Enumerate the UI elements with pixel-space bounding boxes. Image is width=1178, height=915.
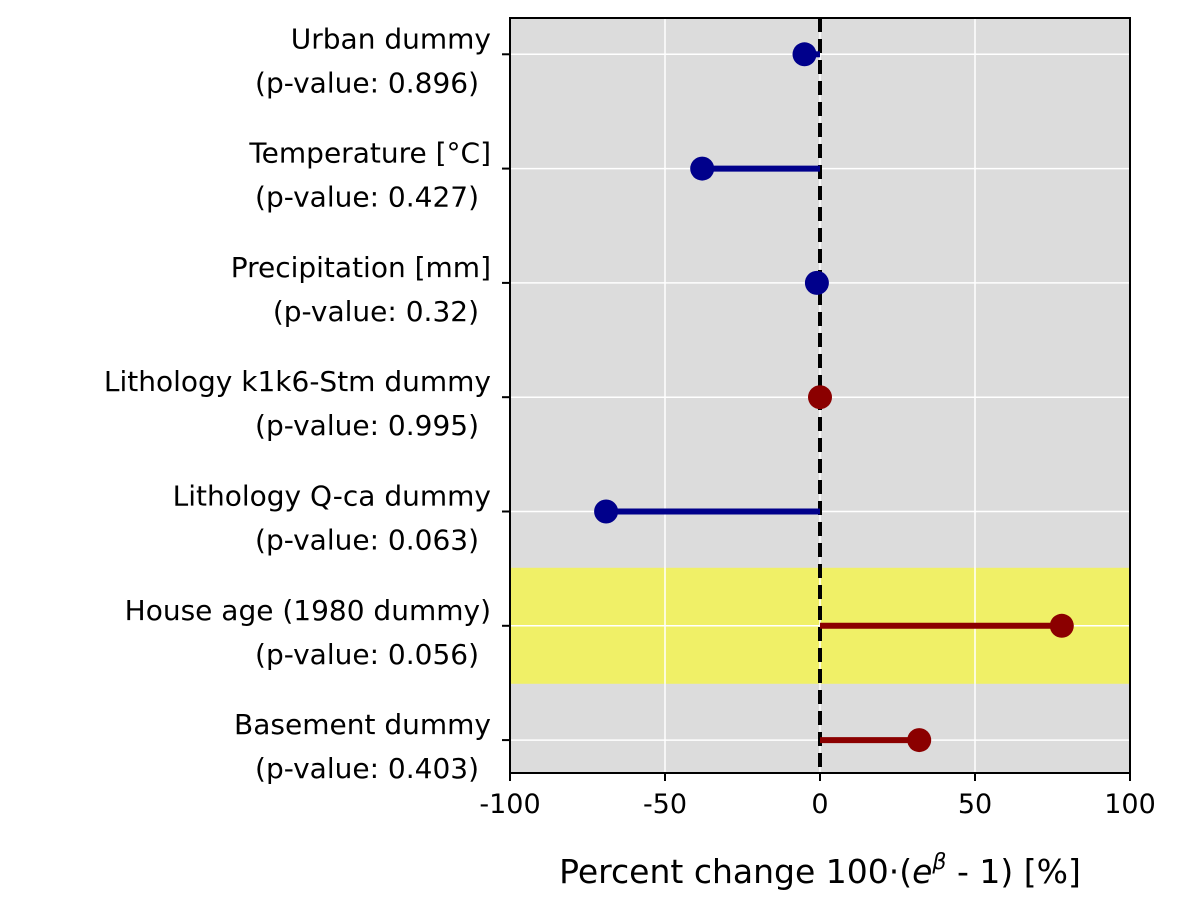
x-axis-title-exponent: β <box>931 850 946 875</box>
lollipop-point <box>808 385 832 410</box>
x-axis-title-suffix: - 1) [%] <box>946 852 1080 891</box>
lollipop-point <box>792 42 817 67</box>
category-pvalue-label: (p-value: 0.063) <box>255 523 479 556</box>
category-label: Lithology Q-ca dummy <box>173 479 491 512</box>
lollipop-point <box>907 728 932 753</box>
category-pvalue-label: (p-value: 0.995) <box>255 409 479 442</box>
category-pvalue-label: (p-value: 0.427) <box>255 181 479 214</box>
lollipop-point <box>594 499 619 524</box>
category-pvalue-label: (p-value: 0.056) <box>255 638 479 671</box>
lollipop-point <box>804 270 829 295</box>
category-label: House age (1980 dummy) <box>125 594 491 627</box>
category-pvalue-label: (p-value: 0.403) <box>255 752 479 785</box>
category-pvalue-label: (p-value: 0.32) <box>273 295 479 328</box>
x-axis-title-base: e <box>912 852 932 891</box>
x-tick-label: 50 <box>958 789 992 820</box>
x-tick-label: -100 <box>479 789 540 820</box>
category-label: Urban dummy <box>291 22 491 55</box>
x-tick-label: 0 <box>811 789 828 820</box>
axis-ticks-layer: -100 -50 0 50 100 <box>479 53 1156 820</box>
lollipop-marks-layer <box>594 42 1074 753</box>
category-labels-layer: Urban dummy (p-value: 0.896) Temperature [… <box>104 22 491 785</box>
x-tick-label: 100 <box>1104 789 1156 820</box>
category-label: Precipitation [mm] <box>231 251 491 284</box>
lollipop-point <box>1049 613 1074 638</box>
x-axis-title-prefix: Percent change 100·( <box>559 852 912 891</box>
category-label: Temperature [°C] <box>248 137 491 170</box>
lollipop-point <box>690 156 715 181</box>
x-axis-title: Percent change 100·(eβ - 1) [%] <box>559 850 1081 891</box>
x-tick-label: -50 <box>643 789 687 820</box>
category-label: Lithology k1k6-Stm dummy <box>104 365 491 398</box>
category-pvalue-label: (p-value: 0.896) <box>255 66 479 99</box>
category-label: Basement dummy <box>234 708 491 741</box>
